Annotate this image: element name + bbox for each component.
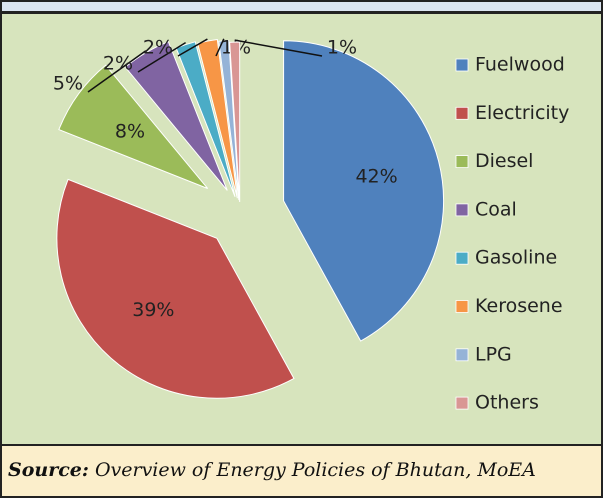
data-label: 2% xyxy=(103,53,133,75)
pie-slice xyxy=(283,40,445,342)
legend-swatch xyxy=(455,251,469,265)
legend-swatch xyxy=(455,155,469,169)
legend-swatch xyxy=(455,348,469,362)
legend-swatch xyxy=(455,396,469,410)
pie-slice xyxy=(58,64,209,189)
leader-line xyxy=(87,50,147,93)
legend-label: Diesel xyxy=(475,150,533,172)
data-label: 8% xyxy=(115,121,145,143)
leader-line xyxy=(177,38,208,57)
legend-swatch xyxy=(455,203,469,217)
leader-line xyxy=(137,41,187,73)
source-note: Source: Overview of Energy Policies of B… xyxy=(0,446,603,498)
pie-slice xyxy=(218,39,240,201)
data-label: 5% xyxy=(53,73,83,95)
legend-label: LPG xyxy=(475,343,512,365)
data-label: 1% xyxy=(327,37,357,59)
legend-label: Gasoline xyxy=(475,247,557,269)
legend-label: Coal xyxy=(475,198,517,220)
legend-swatch xyxy=(455,300,469,313)
legend-label: Kerosene xyxy=(475,295,563,317)
chart: 42%39%8%5%2%2%1%1%FuelwoodElectricityDie… xyxy=(0,0,603,446)
legend-label: Fuelwood xyxy=(475,54,565,76)
pie-slice xyxy=(196,38,238,199)
top-band xyxy=(0,0,603,13)
data-label: 2% xyxy=(143,37,173,59)
data-label: 42% xyxy=(355,165,397,187)
legend-swatch xyxy=(455,106,469,120)
source-label: Source: xyxy=(8,459,89,481)
source-text: Overview of Energy Policies of Bhutan, M… xyxy=(94,459,536,481)
leader-line xyxy=(215,38,225,57)
leader-line xyxy=(234,39,323,57)
pie-slice xyxy=(124,41,228,191)
legend-label: Others xyxy=(475,392,539,414)
data-label: 39% xyxy=(132,299,174,321)
pie-slice xyxy=(56,178,295,399)
pie-slice xyxy=(229,41,241,203)
legend-label: Electricity xyxy=(475,102,569,124)
legend-swatch xyxy=(455,58,469,72)
